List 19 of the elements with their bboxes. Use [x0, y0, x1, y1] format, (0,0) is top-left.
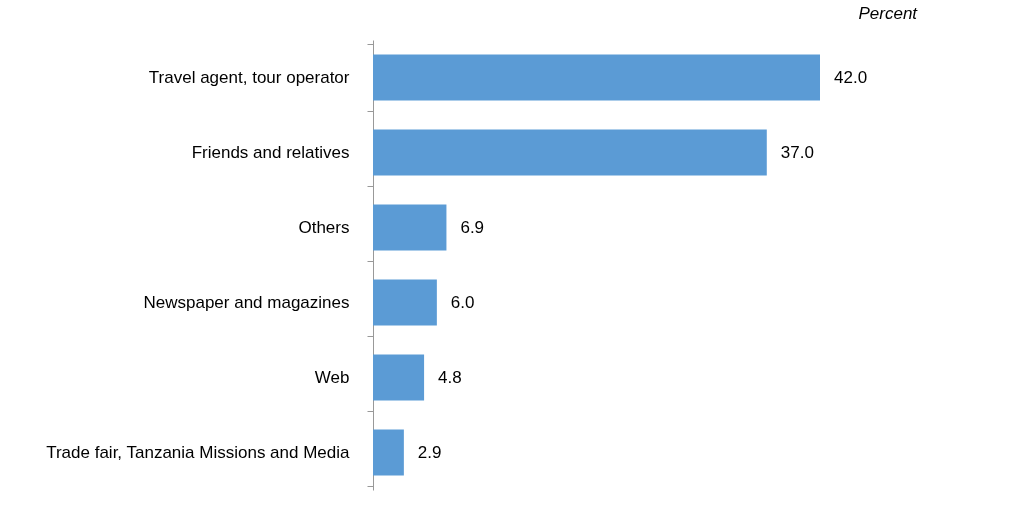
y-tick-label: Others — [298, 218, 350, 237]
y-tick-label: Newspaper and magazines — [143, 293, 350, 312]
bar — [373, 129, 767, 176]
data-label: 42.0 — [834, 67, 868, 87]
y-tick-label: Friends and relatives — [191, 143, 350, 162]
bar — [373, 204, 447, 251]
bar — [373, 54, 820, 101]
bar — [373, 429, 404, 476]
data-label: 37.0 — [780, 142, 814, 162]
y-tick-label: Trade fair, Tanzania Missions and Media — [46, 443, 351, 462]
data-label: 6.0 — [450, 292, 475, 312]
data-label: 6.9 — [460, 217, 485, 237]
data-label: 2.9 — [417, 442, 442, 462]
y-tick-label: Travel agent, tour operator — [148, 68, 350, 87]
bar — [373, 354, 425, 401]
y-tick-label: Web — [314, 368, 350, 387]
text: Percent — [858, 4, 919, 23]
bar — [373, 279, 437, 326]
data-label: 4.8 — [438, 367, 462, 387]
